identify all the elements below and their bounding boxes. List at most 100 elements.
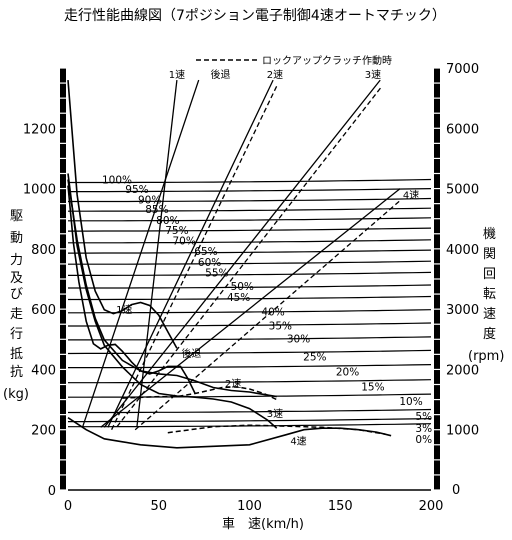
- y-left-axis-char: 行: [10, 327, 23, 342]
- x-tick-label: 150: [328, 499, 353, 514]
- resistance-curve: [68, 418, 432, 423]
- grade-percent-label: 5%: [415, 411, 432, 423]
- rpm-line-series: [136, 80, 178, 427]
- tractive-force-series: [67, 173, 278, 429]
- grade-percent-label: 10%: [399, 396, 422, 408]
- y-right-axis-unit: (rpm): [468, 349, 504, 364]
- y-right-axis-char: 転: [483, 287, 496, 302]
- resistance-curve: [68, 295, 432, 301]
- rpm-line-series: [81, 79, 200, 428]
- gear-label-inner: 1速: [116, 304, 132, 316]
- gear-label-top: 1速: [169, 69, 185, 81]
- lockup-force-series: [122, 386, 278, 401]
- rpm-line-series: [100, 188, 401, 428]
- gear-label-inner: 4速: [290, 435, 306, 447]
- grade-percent-label: 15%: [361, 381, 384, 393]
- grade-percent-label: 45%: [227, 292, 250, 304]
- y-right-axis-char: 機: [483, 227, 496, 242]
- tractive-force-series: [67, 417, 392, 449]
- y-left-tick-label: 1200: [23, 122, 56, 137]
- x-tick-label: 0: [64, 499, 72, 514]
- grade-percent-label: 35%: [269, 321, 292, 333]
- y-left-axis-char: 動: [10, 231, 23, 246]
- grade-percent-label: 30%: [287, 334, 310, 346]
- tractive-force-series: [67, 179, 277, 398]
- gear-label-top: 3速: [365, 69, 381, 81]
- y-left-axis-char: 駆: [10, 209, 23, 224]
- grade-percent-label: 80%: [156, 215, 179, 227]
- gear-label-inner: 2速: [225, 378, 241, 390]
- y-left-tick-label: 200: [31, 424, 56, 439]
- resistance-curve: [68, 188, 432, 193]
- gear-label-inner: 後退: [181, 347, 201, 360]
- grade-percent-label: 55%: [205, 267, 228, 279]
- resistance-curve: [68, 239, 432, 244]
- gear-label-top: 2速: [267, 69, 283, 81]
- y-left-tick-label: 800: [31, 243, 56, 258]
- y-left-tick-label: 400: [31, 363, 56, 378]
- grade-percent-label: 20%: [336, 367, 359, 379]
- y-left-axis-char: 抗: [10, 365, 23, 380]
- y-left-axis-char: 及: [10, 271, 23, 286]
- resistance-curve: [68, 207, 432, 212]
- grade-percent-label: 3%: [415, 423, 432, 435]
- grade-percent-label: 25%: [303, 351, 326, 363]
- grade-percent-label: 70%: [172, 235, 195, 247]
- curves-layer: [67, 79, 432, 449]
- resistance-curve: [68, 197, 432, 203]
- resistance-curve: [68, 178, 432, 184]
- resistance-curve: [68, 271, 432, 276]
- resistance-curve: [68, 309, 432, 314]
- resistance-curve: [68, 322, 432, 327]
- tractive-force-series: [67, 185, 196, 394]
- y-left-tick-label: 0: [48, 484, 56, 499]
- grade-percent-label: 90%: [138, 194, 161, 206]
- gear-label-inner: 3速: [267, 408, 283, 420]
- y-right-tick-label: 6000: [446, 122, 479, 137]
- y-left-tick-label: 600: [31, 303, 56, 318]
- ticks-layer: 0 50 100 150 2000200400600800100012001000200…: [23, 62, 479, 514]
- y-left-axis-char: 抵: [10, 347, 23, 362]
- y-right-axis-char: 回: [483, 267, 496, 282]
- resistance-curve: [68, 249, 432, 254]
- y-right-zero-label: 0: [452, 483, 460, 498]
- gear-label-top: 後退: [210, 68, 230, 81]
- y-right-tick-label: 4000: [446, 243, 479, 258]
- y-left-axis-char: 走: [10, 307, 23, 322]
- y-right-tick-label: 5000: [446, 183, 479, 198]
- y-left-tick-label: 1000: [23, 183, 56, 198]
- y-left-axis-char: び: [10, 287, 23, 302]
- grade-percent-label: 65%: [194, 246, 217, 258]
- chart-title: 走行性能曲線図（7ポジション電子制御4速オートマチック）: [64, 8, 446, 24]
- y-right-tick-label: 2000: [446, 363, 479, 378]
- grade-percent-label: 100%: [102, 175, 132, 187]
- y-right-axis-char: 度: [483, 326, 496, 342]
- resistance-curve: [68, 227, 432, 232]
- resistance-curve: [68, 364, 432, 369]
- grade-percent-label: 95%: [125, 184, 148, 196]
- resistance-curve: [68, 260, 432, 265]
- rpm-line-series: [107, 79, 274, 428]
- x-tick-label: 200: [419, 499, 444, 514]
- resistance-curve: [68, 217, 432, 222]
- grade-percent-label: 0%: [415, 434, 432, 446]
- x-axis-label: 車 速(km/h): [222, 517, 304, 532]
- y-right-tick-label: 3000: [446, 303, 479, 318]
- y-left-axis-unit: (kg): [3, 387, 29, 402]
- axes-layer: [60, 67, 440, 491]
- y-right-tick-label: 7000: [446, 62, 479, 77]
- grade-percent-label: 60%: [198, 257, 221, 269]
- grade-percent-label: 40%: [261, 306, 284, 318]
- x-tick-label: 100: [237, 499, 262, 514]
- grade-percent-label: 85%: [145, 204, 168, 216]
- y-right-axis-char: 速: [483, 307, 496, 322]
- lockup-rpm-series: [134, 200, 401, 431]
- resistance-curve: [67, 349, 432, 355]
- y-right-tick-label: 1000: [446, 424, 479, 439]
- resistance-curve: [68, 336, 432, 341]
- tractive-force-series: [67, 80, 178, 349]
- rpm-line-series: [103, 79, 381, 428]
- gear-label-top: 4速: [403, 190, 419, 202]
